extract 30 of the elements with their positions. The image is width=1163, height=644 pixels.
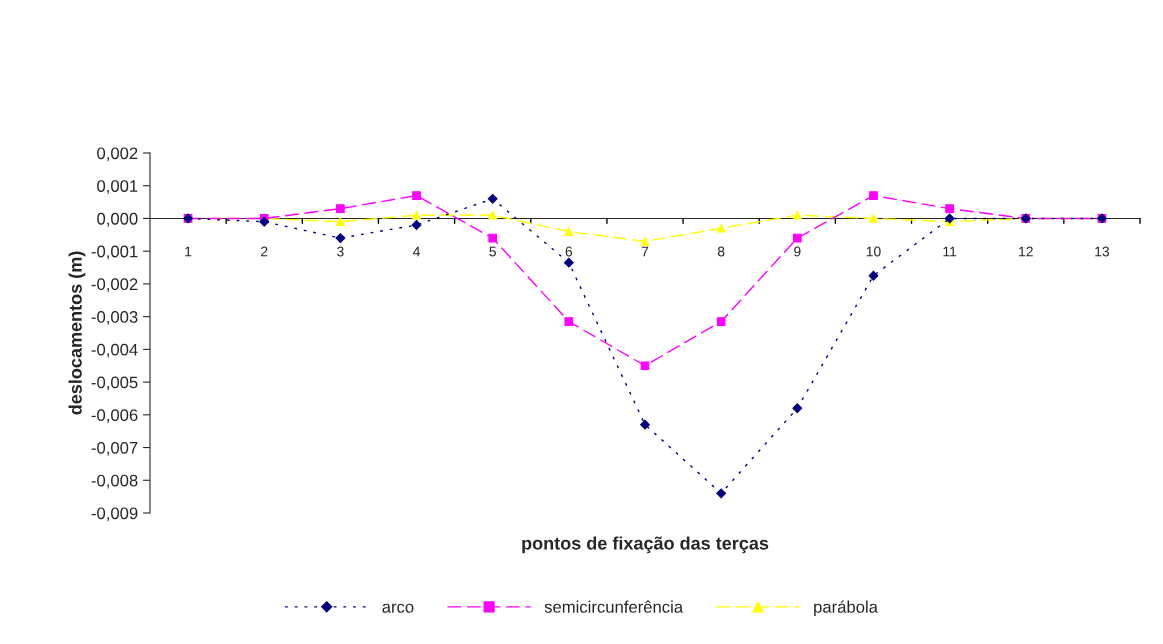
- y-axis-title: deslocamentos (m): [68, 251, 86, 415]
- x-tick-label: 1: [185, 246, 192, 257]
- y-tick-label: -0,007: [91, 441, 138, 456]
- y-tick-label: 0,002: [97, 147, 138, 162]
- legend-label: parábola: [814, 600, 878, 617]
- x-tick-label: 8: [717, 246, 725, 257]
- y-tick-label: -0,006: [91, 409, 138, 423]
- y-tick-label: -0,004: [91, 343, 138, 358]
- x-tick-label: 7: [641, 246, 649, 257]
- y-tick-label: 0,001: [97, 180, 138, 194]
- x-tick-label: 5: [489, 246, 496, 257]
- x-tick-label: 4: [413, 246, 420, 257]
- x-tick-label: 12: [1019, 246, 1033, 257]
- x-tick-label: 6: [565, 246, 573, 257]
- x-tick-label: 10: [866, 246, 881, 257]
- y-tick-label: -0,003: [91, 311, 138, 325]
- x-tick-label: 11: [943, 246, 957, 257]
- y-tick-label: -0,008: [91, 474, 138, 489]
- x-tick-label: 9: [794, 246, 801, 257]
- x-tick-label: 13: [1095, 246, 1110, 257]
- x-axis-title: pontos de fixação das terças: [522, 536, 769, 554]
- legend-label: arco: [382, 603, 414, 613]
- y-tick-label: -0,001: [91, 245, 138, 260]
- x-tick-label: 3: [337, 246, 344, 257]
- x-tick-label: 2: [261, 246, 268, 257]
- y-tick-label: 0,000: [97, 212, 138, 227]
- legend-label: semicircunferência: [544, 600, 684, 613]
- y-tick-label: -0,005: [91, 376, 138, 391]
- y-tick-label: -0,002: [91, 278, 138, 293]
- y-tick-label: -0,009: [91, 507, 138, 522]
